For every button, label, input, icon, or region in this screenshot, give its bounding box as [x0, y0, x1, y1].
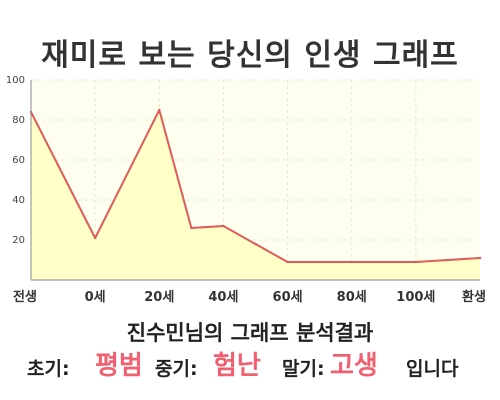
late-value: 고생: [330, 351, 378, 381]
y-tick-label: 100: [6, 75, 25, 86]
data-point-6: [286, 260, 289, 264]
x-tick-label: 80세: [337, 290, 367, 305]
ending-text: 입니다: [406, 358, 459, 380]
data-point-9: [382, 260, 385, 264]
data-point-11: [446, 258, 450, 262]
x-tick-label: 20세: [144, 290, 174, 305]
x-tick-label: 0세: [85, 290, 106, 305]
area-fill: [31, 110, 480, 280]
y-tick-label: 40: [12, 195, 25, 206]
x-tick-label: 전생: [13, 289, 37, 305]
analysis-heading: 진수민님의 그래프 분석결과: [126, 321, 374, 345]
data-point-1: [93, 236, 97, 240]
y-tick-label: 80: [12, 115, 25, 126]
x-tick-label: 100세: [396, 290, 435, 305]
data-point-4: [222, 224, 225, 228]
middle-label: 중기:: [155, 358, 198, 380]
data-point-7: [318, 260, 321, 264]
early-value: 평범: [95, 351, 143, 381]
analysis-summary: 초기: 평범 중기: 험난 말기: 고생 입니다: [0, 343, 500, 383]
late-label: 말기:: [282, 358, 325, 380]
data-point-3: [190, 226, 193, 230]
y-tick-label: 20: [12, 235, 25, 246]
data-point-12: [478, 256, 482, 260]
x-tick-label: 60세: [273, 290, 303, 305]
data-point-5: [254, 242, 257, 246]
life-graph-chart: 20 40 60 80 100 전생 0세 20세 40세 60세 80세 100세 환생: [6, 75, 486, 305]
data-point-8: [350, 260, 353, 264]
y-tick-label: 60: [12, 155, 25, 166]
data-point-2: [158, 108, 161, 112]
chart-title: 재미로 보는 당신의 인생 그래프: [41, 38, 459, 73]
x-tick-label: 40세: [208, 290, 238, 305]
data-point-10: [414, 260, 418, 264]
early-label: 초기:: [27, 358, 70, 380]
middle-value: 험난: [213, 351, 261, 381]
x-tick-label: 환생: [462, 289, 486, 305]
